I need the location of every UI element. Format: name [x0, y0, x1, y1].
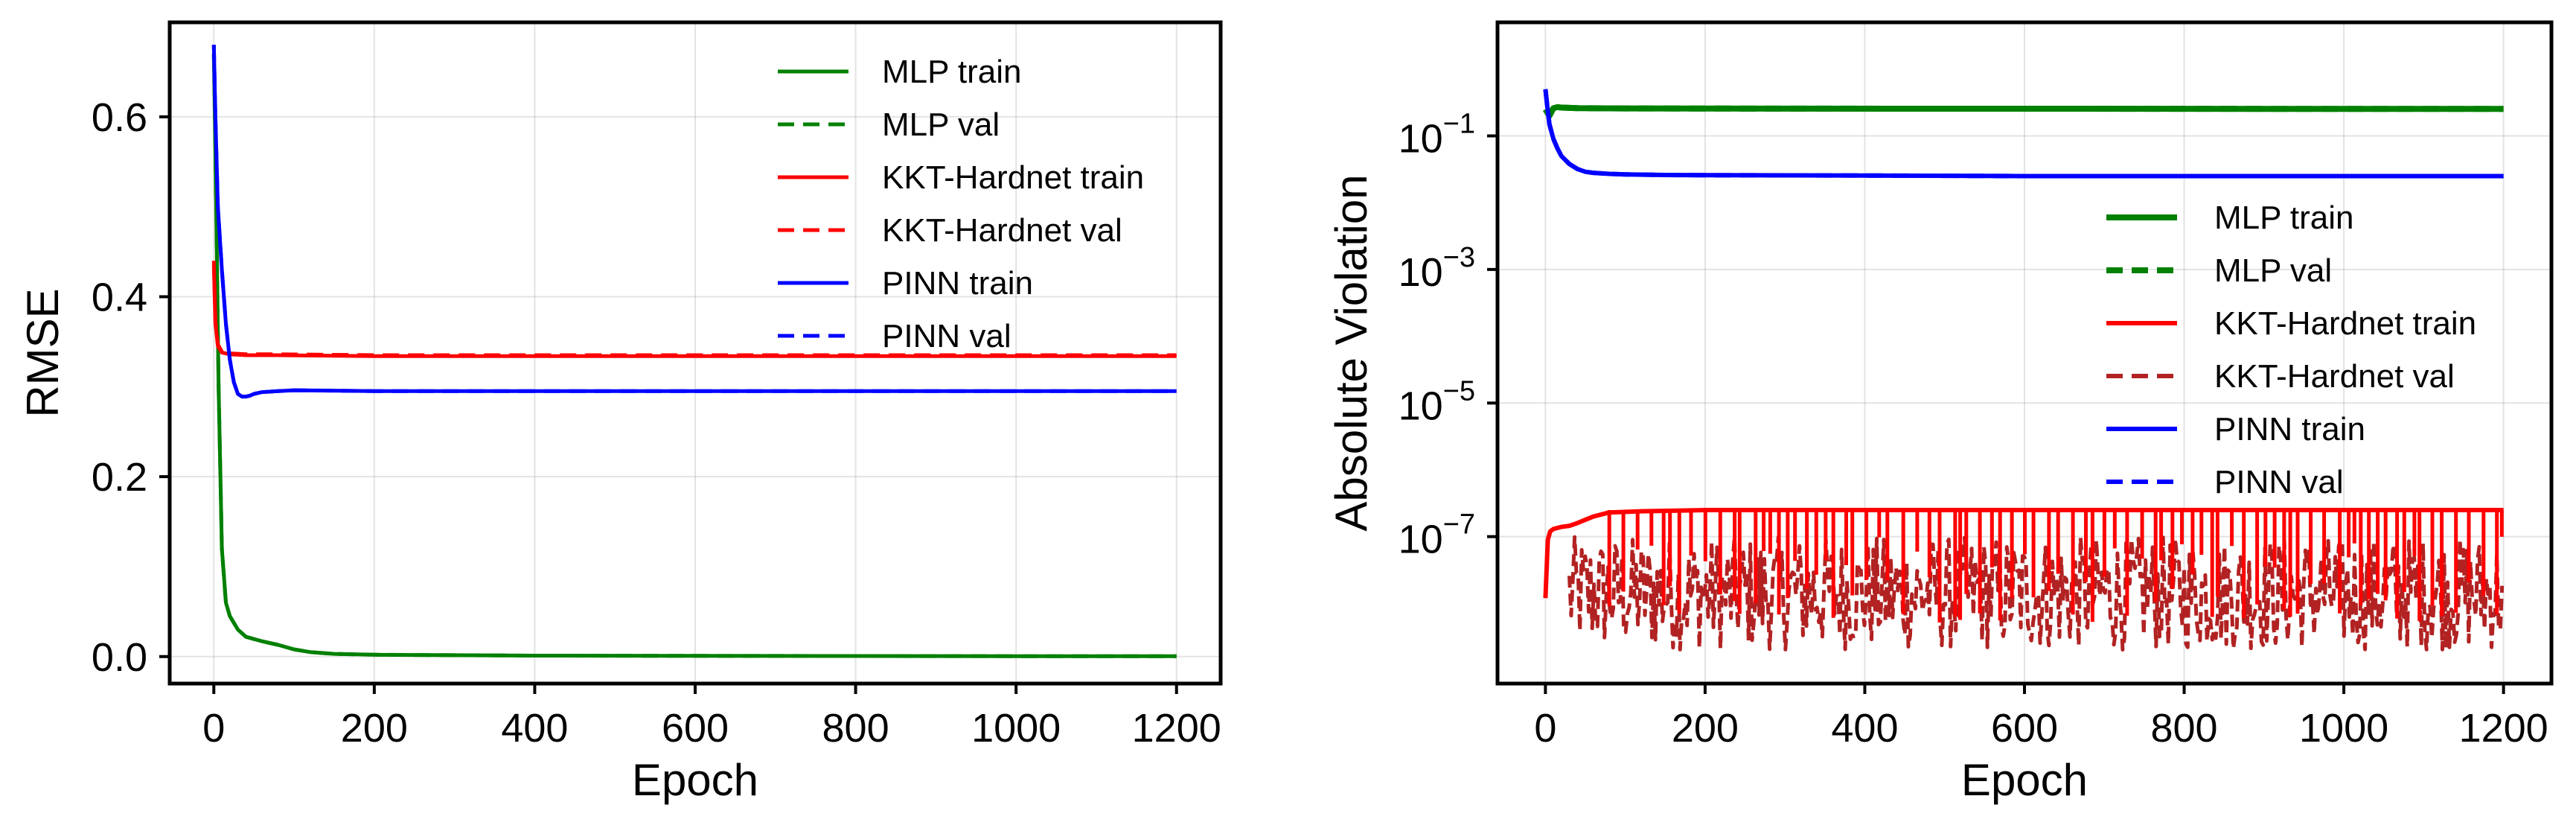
grid — [170, 22, 1221, 684]
legend-label: PINN train — [2214, 411, 2365, 448]
x-tick-label: 200 — [1672, 706, 1739, 751]
x-tick-label: 800 — [822, 706, 889, 751]
series-line-mlp-val — [1542, 104, 2504, 119]
x-tick-label: 1200 — [2459, 706, 2548, 751]
x-tick-label: 400 — [501, 706, 568, 751]
legend-label: KKT-Hardnet train — [2214, 305, 2476, 342]
legend-label: MLP val — [882, 106, 1000, 143]
legend-label: PINN val — [2214, 464, 2344, 500]
legend-label: PINN train — [882, 265, 1033, 302]
legend-label: KKT-Hardnet val — [2214, 358, 2455, 395]
x-tick-label: 1200 — [1132, 706, 1221, 751]
series-line-pinn-val — [1543, 89, 2504, 179]
series-line-kkt-hardnet-train — [1543, 508, 2504, 599]
x-tick-label: 0 — [1534, 706, 1556, 751]
x-tick-label: 800 — [2150, 706, 2217, 751]
legend-label: MLP train — [2214, 200, 2354, 236]
x-tick-label: 400 — [1831, 706, 1898, 751]
grid — [1498, 22, 2551, 684]
series-line-mlp-val — [211, 54, 1177, 658]
plot-area — [211, 45, 1177, 658]
series-line-pinn-val — [211, 45, 1177, 399]
violation-chart: 0 200 400 600 800 1000 1200 10−1 10−3 10−5 10−7 Epo… — [1326, 20, 2554, 805]
series-line-kkt-hardnet-val — [211, 261, 1177, 357]
y-tick-label: 10−5 — [1399, 375, 1475, 428]
y-tick-label: 10−7 — [1399, 509, 1475, 562]
legend-label: KKT-Hardnet train — [882, 159, 1144, 196]
y-tick-label: 0.6 — [92, 95, 147, 140]
plot-area — [1542, 89, 2505, 652]
y-tick-label: 0.4 — [92, 275, 147, 319]
y-tick-label: 10−3 — [1399, 242, 1475, 295]
x-tick-label: 200 — [341, 706, 408, 751]
series-line-kkt-hardnet-val — [1567, 535, 2505, 652]
legend-label: MLP val — [2214, 252, 2332, 289]
rmse-chart: 0 200 400 600 800 1000 1200 0.0 0.2 0.4 0.6 Epoch RM… — [18, 20, 1223, 805]
x-tick-label: 1000 — [2299, 706, 2388, 751]
y-tick-label: 0.0 — [92, 635, 147, 680]
legend: MLP train MLP val KKT-Hardnet train KKT-Har… — [778, 54, 1144, 354]
x-tick-label: 600 — [1991, 706, 2058, 751]
legend-label: MLP train — [882, 54, 1022, 90]
y-tick-label: 10−1 — [1399, 108, 1475, 161]
y-axis-label: Absolute Violation — [1326, 174, 1376, 531]
legend: MLP train MLP val KKT-Hardnet train KKT-Har… — [2106, 200, 2476, 500]
y-tick-label: 0.2 — [92, 455, 147, 500]
x-axis-label: Epoch — [1961, 755, 2088, 805]
x-tick-label: 1000 — [971, 706, 1061, 751]
x-tick-label: 600 — [662, 706, 729, 751]
legend-label: KKT-Hardnet val — [882, 212, 1122, 249]
x-axis-label: Epoch — [632, 755, 758, 805]
series-spikes-kkt-hardnet-train — [1607, 510, 2504, 623]
x-tick-label: 0 — [202, 706, 225, 751]
legend-label: PINN val — [882, 318, 1011, 354]
y-axis-label: RMSE — [18, 288, 68, 417]
